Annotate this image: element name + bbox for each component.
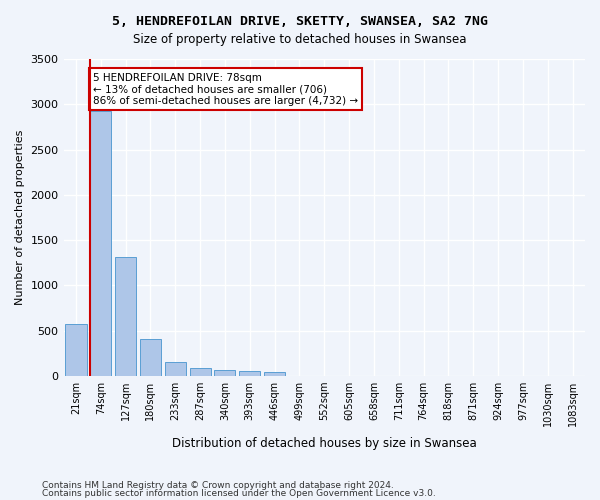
Text: Contains HM Land Registry data © Crown copyright and database right 2024.: Contains HM Land Registry data © Crown c…	[42, 481, 394, 490]
Y-axis label: Number of detached properties: Number of detached properties	[15, 130, 25, 305]
Bar	[214, 370, 235, 376]
Bar	[264, 372, 285, 376]
Bar	[190, 368, 211, 376]
Bar	[90, 112, 112, 376]
Text: Contains public sector information licensed under the Open Government Licence v3: Contains public sector information licen…	[42, 488, 436, 498]
Bar	[140, 339, 161, 376]
Text: 5, HENDREFOILAN DRIVE, SKETTY, SWANSEA, SA2 7NG: 5, HENDREFOILAN DRIVE, SKETTY, SWANSEA, …	[112, 15, 488, 28]
Bar	[65, 324, 86, 376]
Text: Size of property relative to detached houses in Swansea: Size of property relative to detached ho…	[133, 32, 467, 46]
Text: 5 HENDREFOILAN DRIVE: 78sqm
← 13% of detached houses are smaller (706)
86% of se: 5 HENDREFOILAN DRIVE: 78sqm ← 13% of det…	[93, 72, 358, 106]
Bar	[165, 362, 186, 376]
X-axis label: Distribution of detached houses by size in Swansea: Distribution of detached houses by size …	[172, 437, 476, 450]
Bar	[115, 257, 136, 376]
Bar	[239, 371, 260, 376]
